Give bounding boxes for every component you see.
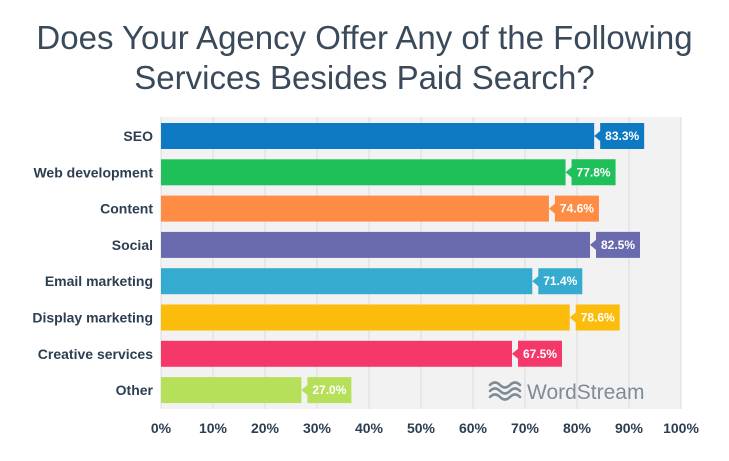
category-label-6: Creative services	[38, 346, 153, 362]
chart-title: Does Your Agency Offer Any of the Follow…	[0, 18, 729, 98]
x-tick-label-10: 100%	[663, 420, 699, 436]
bar-1	[161, 159, 566, 186]
bar-3	[161, 231, 590, 258]
wordstream-logo: WordStream	[488, 381, 644, 404]
data-label-tag-7	[301, 377, 352, 404]
x-tick-label-5: 50%	[407, 420, 436, 436]
data-label-5: 78.6%	[581, 311, 615, 325]
wave-stroke-0	[488, 381, 522, 389]
data-label-0: 83.3%	[605, 129, 639, 143]
x-tick-label-3: 30%	[303, 420, 332, 436]
data-label-6: 67.5%	[523, 347, 557, 361]
bar-0	[161, 123, 595, 149]
data-label-1: 77.8%	[577, 165, 611, 179]
data-label-tag-4	[532, 268, 583, 295]
data-label-2: 74.6%	[560, 202, 594, 216]
wordstream-logo-text: WordStream	[527, 381, 644, 404]
bar-4	[161, 268, 533, 295]
bar-5	[161, 304, 570, 331]
data-label-tag-5	[569, 304, 620, 331]
data-label-tag-1	[565, 159, 616, 186]
category-labels: SEO Web development Content Social Email mar…	[32, 128, 153, 398]
data-label-4: 71.4%	[543, 274, 577, 288]
data-label-tag-2	[548, 195, 599, 222]
x-tick-label-8: 80%	[563, 420, 592, 436]
x-tick-label-2: 20%	[251, 420, 280, 436]
category-label-1: Web development	[33, 164, 153, 180]
data-label-tag-0	[594, 123, 645, 149]
x-tick-label-0: 0%	[151, 420, 172, 436]
chart-title-line-2: Services Besides Paid Search?	[134, 59, 595, 96]
data-label-tag-6	[512, 340, 562, 367]
category-label-4: Email marketing	[45, 273, 153, 289]
wave-stroke-1	[488, 387, 522, 395]
bars: 83.3% 77.8% 74.6% 82.5% 71.4% 78.6% 67.5% 27.0%	[161, 123, 645, 404]
category-label-0: SEO	[123, 128, 153, 144]
x-axis-ticks: 0% 10% 20% 30% 40% 50% 60% 70% 80% 90% 100%	[151, 420, 700, 436]
data-label-7: 27.0%	[312, 383, 346, 397]
chart-title-line-1: Does Your Agency Offer Any of the Follow…	[36, 19, 693, 56]
data-label-tag-3	[590, 231, 640, 258]
data-label-3: 82.5%	[601, 238, 635, 252]
bar-2	[161, 195, 549, 222]
wave-stroke-2	[488, 393, 522, 401]
x-tick-label-6: 60%	[459, 420, 488, 436]
category-label-3: Social	[112, 237, 153, 253]
x-tick-label-1: 10%	[199, 420, 228, 436]
bar-6	[161, 340, 512, 367]
category-label-2: Content	[100, 201, 153, 217]
wordstream-wave-icon	[488, 381, 522, 401]
bar-7	[161, 377, 302, 404]
category-label-7: Other	[116, 382, 154, 398]
x-tick-label-7: 70%	[511, 420, 540, 436]
x-tick-label-4: 40%	[355, 420, 384, 436]
category-label-5: Display marketing	[32, 310, 153, 326]
x-tick-label-9: 90%	[615, 420, 644, 436]
